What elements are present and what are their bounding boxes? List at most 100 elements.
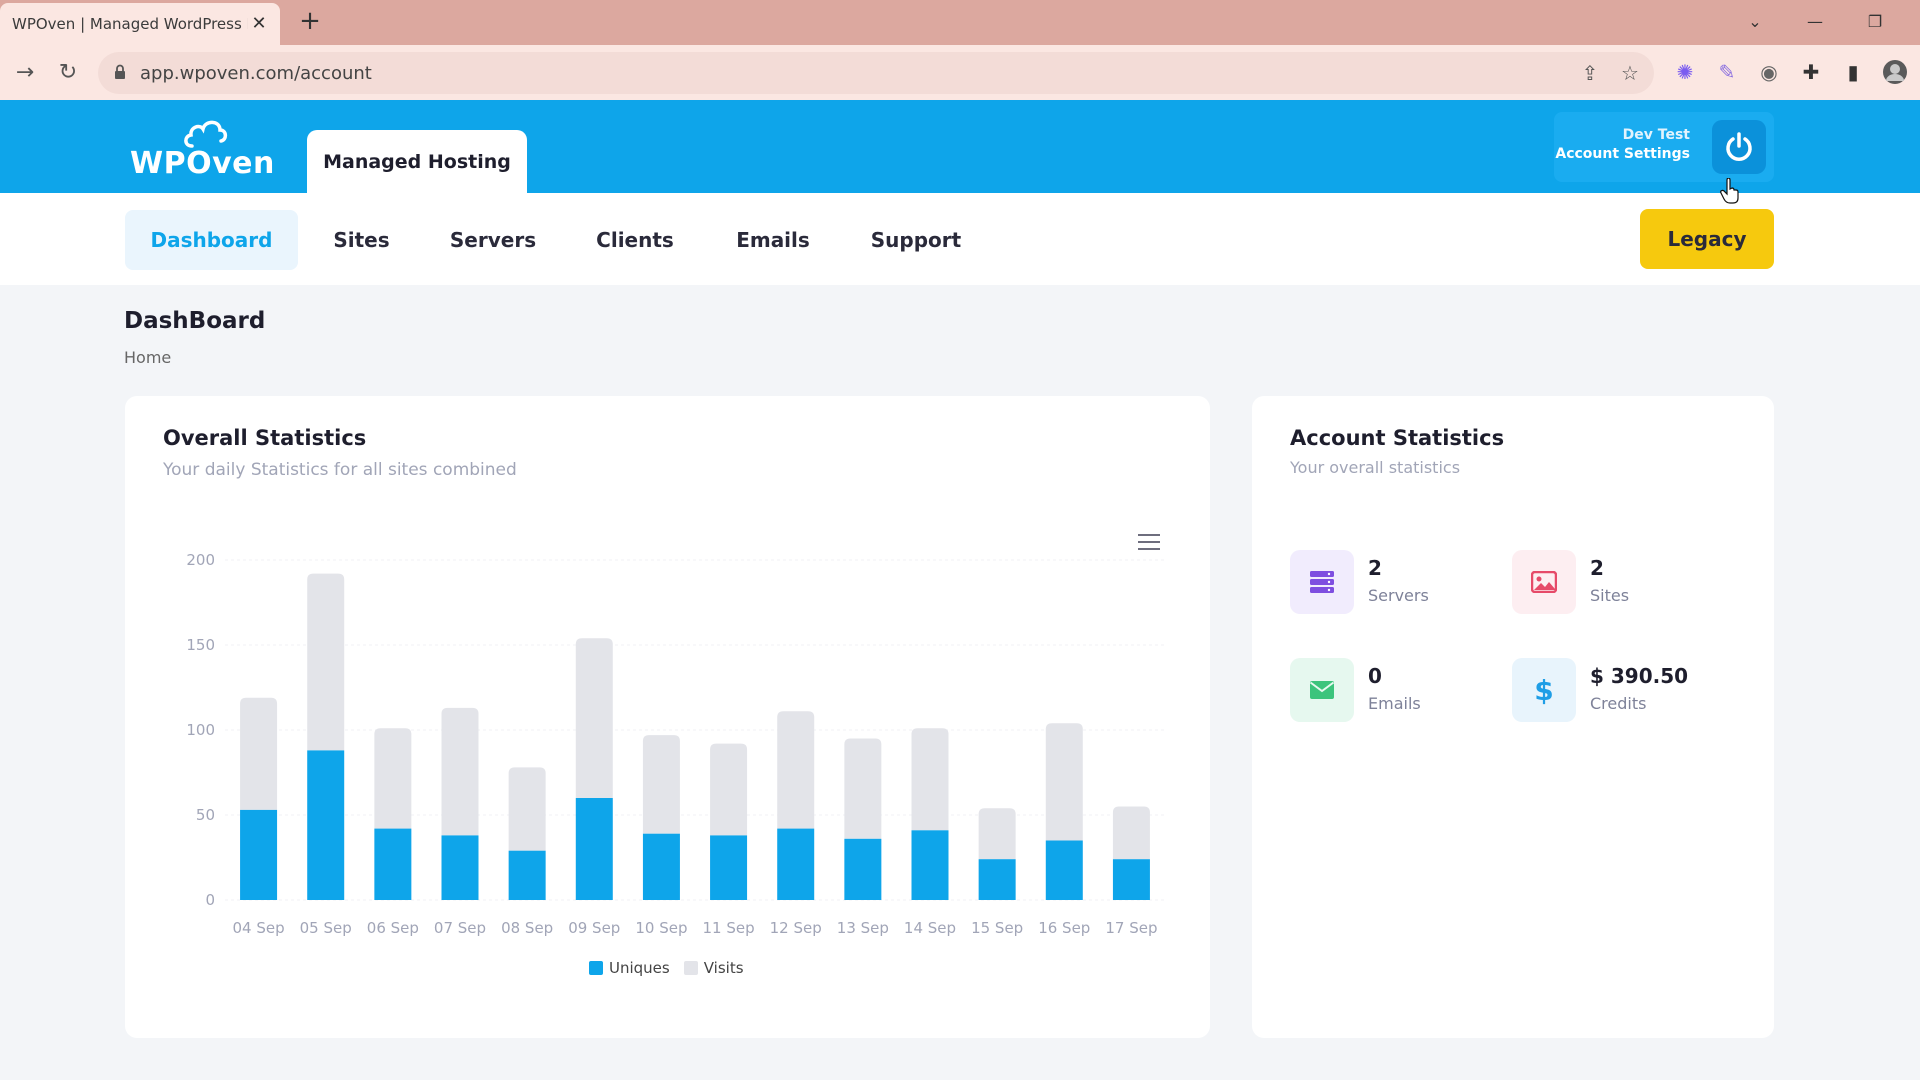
stat-emails-label: Emails [1368, 694, 1421, 713]
bar-visits [844, 738, 882, 839]
browser-tab[interactable]: WPOven | Managed WordPress H ✕ [0, 3, 280, 45]
account-statistics-subtitle: Your overall statistics [1290, 458, 1461, 477]
y-tick-label: 150 [186, 636, 215, 654]
stat-emails[interactable]: 0 Emails [1290, 658, 1490, 728]
bookmark-star-icon[interactable]: ☆ [1621, 61, 1639, 85]
bar-uniques [844, 838, 882, 900]
bar-visits [777, 711, 815, 829]
new-tab-button[interactable]: + [299, 6, 321, 36]
bar-visits [441, 707, 479, 836]
x-tick-label: 16 Sep [1038, 919, 1090, 937]
account-name: Dev Test [1622, 127, 1690, 143]
avatar[interactable] [1880, 57, 1910, 87]
legend-label-uniques: Uniques [609, 959, 670, 977]
tab-managed-hosting[interactable]: Managed Hosting [307, 130, 527, 193]
reload-icon[interactable]: ↻ [58, 59, 78, 85]
x-tick-label: 10 Sep [635, 919, 687, 937]
bar-visits [374, 728, 412, 829]
url-field[interactable]: app.wpoven.com/account ⇪ ☆ [98, 52, 1654, 94]
image-icon [1512, 550, 1576, 614]
stat-servers[interactable]: 2 Servers [1290, 550, 1490, 620]
overall-statistics-title: Overall Statistics [163, 426, 367, 450]
browser-tab-strip: WPOven | Managed WordPress H ✕ + ⌄ — ❐ [0, 0, 1920, 45]
stat-sites-label: Sites [1590, 586, 1630, 605]
bar-visits [710, 743, 748, 836]
x-tick-label: 07 Sep [434, 919, 486, 937]
bar-uniques [911, 830, 949, 900]
stat-servers-label: Servers [1368, 586, 1429, 605]
overall-statistics-subtitle: Your daily Statistics for all sites comb… [163, 460, 517, 480]
puzzle-icon[interactable]: ✚ [1802, 60, 1820, 84]
lock-icon [115, 64, 125, 79]
x-tick-label: 08 Sep [501, 919, 553, 937]
bar-visits [1045, 723, 1083, 841]
x-tick-label: 17 Sep [1105, 919, 1157, 937]
extension-pen-icon[interactable]: ✎ [1718, 60, 1736, 84]
bar-uniques [642, 833, 680, 900]
account-statistics-title: Account Statistics [1290, 426, 1505, 450]
bar-uniques [441, 835, 479, 900]
legend-swatch-uniques [589, 961, 603, 975]
logo-text: WPOven [130, 146, 275, 181]
x-tick-label: 11 Sep [703, 919, 755, 937]
breadcrumb[interactable]: Home [124, 348, 172, 367]
stat-servers-value: 2 [1368, 556, 1382, 580]
nav-emails[interactable]: Emails [736, 228, 810, 252]
nav-sites[interactable]: Sites [333, 228, 390, 252]
bar-uniques [1112, 859, 1150, 900]
servers-icon [1290, 550, 1354, 614]
nav-servers[interactable]: Servers [449, 228, 537, 252]
dollar-icon: $ [1512, 658, 1576, 722]
forward-icon[interactable]: → [15, 59, 35, 85]
nav-clients[interactable]: Clients [596, 228, 674, 252]
cloud-logo-icon [184, 120, 228, 148]
overall-statistics-card: Overall Statistics Your daily Statistics… [125, 396, 1210, 1038]
account-statistics-card: Account Statistics Your overall statisti… [1252, 396, 1774, 1038]
close-icon[interactable]: ✕ [251, 12, 267, 34]
power-icon [1726, 132, 1752, 161]
stat-credits[interactable]: $ $ 390.50 Credits [1512, 658, 1712, 728]
legend-item-uniques[interactable]: Uniques [589, 959, 670, 977]
legacy-button[interactable]: Legacy [1640, 209, 1774, 269]
bar-visits [307, 573, 345, 751]
bar-uniques [508, 850, 546, 900]
legend-item-visits[interactable]: Visits [683, 959, 744, 977]
bar-visits [508, 767, 546, 851]
y-tick-label: 200 [186, 551, 215, 569]
stat-emails-value: 0 [1368, 664, 1382, 688]
chart-legend: Uniques Visits [589, 959, 758, 977]
nav-dashboard[interactable]: Dashboard [125, 210, 298, 270]
address-bar: → ↻ app.wpoven.com/account ⇪ ☆ ✺ ✎ ◉ ✚ ▮ [0, 45, 1920, 100]
y-tick-label: 50 [196, 806, 215, 824]
camera-icon[interactable]: ◉ [1760, 60, 1778, 84]
chart-menu-icon[interactable] [1138, 534, 1160, 550]
extension-flower-icon[interactable]: ✺ [1676, 60, 1694, 84]
minimize-icon[interactable]: — [1807, 11, 1823, 31]
wpoven-logo[interactable]: WPOven [128, 116, 274, 184]
power-button[interactable] [1712, 120, 1766, 174]
nav-support[interactable]: Support [870, 228, 962, 252]
account-settings-link[interactable]: Account Settings [1555, 146, 1690, 162]
x-tick-label: 06 Sep [367, 919, 419, 937]
bar-uniques [374, 828, 412, 900]
bar-visits [911, 728, 949, 831]
tab-list-chevron-icon[interactable]: ⌄ [1748, 11, 1762, 31]
legend-swatch-visits [683, 961, 698, 975]
stat-sites[interactable]: 2 Sites [1512, 550, 1712, 620]
x-tick-label: 05 Sep [300, 919, 352, 937]
url-text: app.wpoven.com/account [140, 63, 372, 84]
page-title: DashBoard [124, 308, 266, 334]
mail-icon [1290, 658, 1354, 722]
y-tick-label: 100 [186, 721, 215, 739]
hand-cursor-icon [1720, 178, 1739, 204]
sidepanel-icon[interactable]: ▮ [1847, 60, 1859, 84]
account-menu[interactable]: Dev Test Account Settings [1554, 112, 1774, 182]
bar-visits [1112, 806, 1150, 860]
stat-credits-value: $ 390.50 [1590, 664, 1689, 688]
bar-uniques [1045, 840, 1083, 900]
share-icon[interactable]: ⇪ [1581, 61, 1599, 85]
app-header: WPOven Managed Hosting Dev Test Account … [0, 100, 1920, 193]
bar-uniques [978, 859, 1016, 900]
x-tick-label: 15 Sep [971, 919, 1023, 937]
restore-icon[interactable]: ❐ [1867, 11, 1883, 31]
